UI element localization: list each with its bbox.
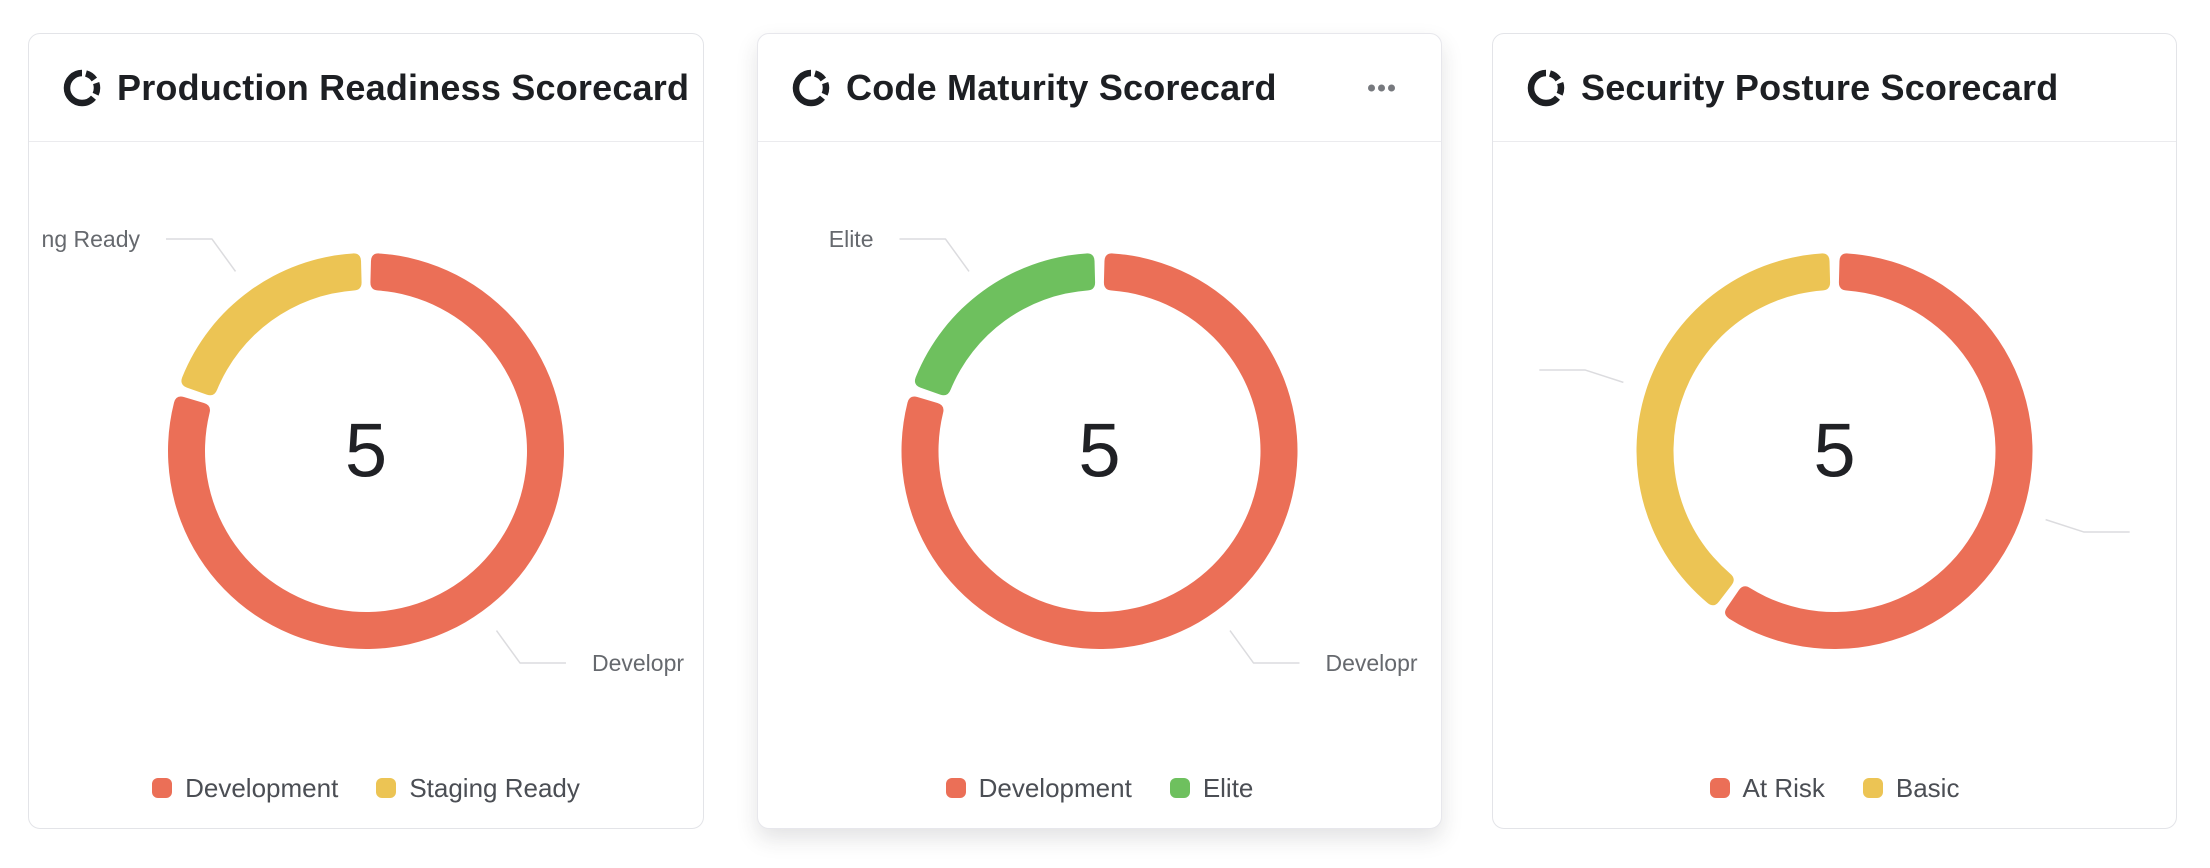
card-header: Code Maturity Scorecard [758, 34, 1441, 142]
legend-label: Elite [1202, 772, 1254, 803]
donut-chart-svg[interactable]: 5 [1493, 142, 2176, 764]
card-title: Security Posture Scorecard [1581, 66, 2059, 108]
legend-item-elite[interactable]: Elite [1169, 772, 1254, 804]
donut-center-value: 5 [1813, 409, 1855, 494]
legend-swatch [376, 778, 397, 798]
donut-segment-staging-ready[interactable] [181, 253, 362, 396]
scorecard-card-code-maturity: Code Maturity Scorecard Developr Elite 5 D… [757, 33, 1442, 829]
callout-label: Developr [1325, 650, 1417, 676]
donut-ring-icon [1527, 69, 1565, 106]
legend-item-development[interactable]: Development [152, 773, 338, 804]
donut-center-value: 5 [1078, 409, 1120, 494]
legend-item-at-risk[interactable]: At Risk [1709, 772, 1825, 804]
donut-chart[interactable]: 5 [1493, 142, 2176, 764]
card-header: Production Readiness Scorecard [29, 34, 703, 142]
legend-item-basic[interactable]: Basic [1862, 772, 1960, 804]
legend-swatch [945, 778, 966, 798]
chart-legend: At Risk Basic [1493, 772, 2176, 804]
donut-segment-basic[interactable] [1636, 253, 1831, 606]
donut-ring-icon [792, 69, 830, 106]
callout-line [899, 238, 970, 272]
donut-segment-elite[interactable] [914, 253, 1096, 396]
donut-ring-icon [63, 69, 101, 106]
callout-line [495, 630, 566, 664]
callout-label: Developr [592, 650, 684, 676]
legend-swatch [1169, 778, 1190, 798]
legend-swatch [152, 778, 173, 798]
legend-label: Development [978, 772, 1132, 803]
donut-center-value: 5 [345, 409, 387, 494]
donut-segment-at-risk[interactable] [1725, 253, 2033, 650]
callout-line [1539, 369, 1624, 384]
ellipsis-menu-icon[interactable] [1358, 74, 1405, 101]
legend-label: Development [185, 772, 339, 803]
donut-chart-svg[interactable]: Developr Elite 5 [758, 142, 1441, 764]
legend-swatch [1709, 778, 1730, 798]
chart-legend: Development Elite [758, 772, 1441, 804]
legend-label: Basic [1895, 772, 1960, 803]
donut-chart-svg[interactable]: Developr ng Ready 5 [29, 142, 703, 764]
legend-label: Staging Ready [409, 772, 580, 803]
legend-swatch [1862, 778, 1883, 798]
legend-label: At Risk [1742, 772, 1825, 803]
callout-line [1229, 630, 1300, 664]
scorecard-card-production-readiness: Production Readiness Scorecard Developr n… [28, 33, 704, 829]
donut-chart[interactable]: Developr Elite 5 [758, 142, 1441, 764]
legend-item-development[interactable]: Development [945, 772, 1132, 804]
card-title: Production Readiness Scorecard [117, 66, 690, 108]
callout-line [2045, 518, 2130, 533]
callout-line [166, 238, 237, 272]
callout-label: Elite [829, 226, 874, 252]
card-header: Security Posture Scorecard [1493, 34, 2176, 142]
chart-legend: Development Staging Ready [29, 772, 703, 804]
scorecard-card-security-posture: Security Posture Scorecard 5 At Risk Basi… [1492, 33, 2177, 829]
callout-label: ng Ready [42, 226, 141, 252]
card-title: Code Maturity Scorecard [846, 66, 1277, 108]
donut-chart[interactable]: Developr ng Ready 5 [29, 142, 703, 764]
legend-item-staging-ready[interactable]: Staging Ready [376, 773, 580, 804]
